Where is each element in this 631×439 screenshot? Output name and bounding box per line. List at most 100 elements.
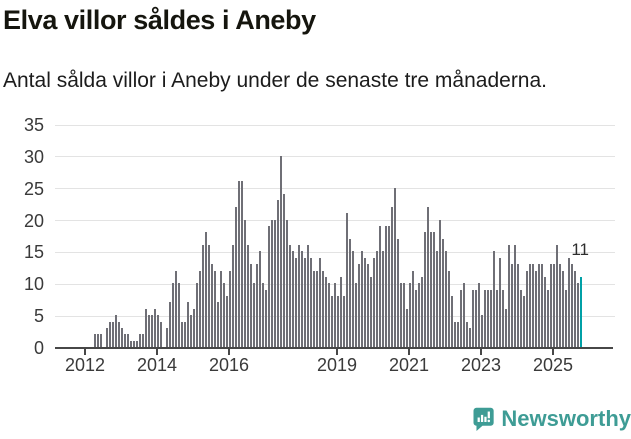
bar	[472, 289, 475, 347]
bar	[169, 302, 172, 347]
bar	[370, 276, 373, 347]
bar	[430, 232, 433, 347]
bar	[151, 315, 154, 347]
bar	[145, 308, 148, 347]
bar	[253, 283, 256, 347]
bar	[490, 289, 493, 347]
bar	[406, 308, 409, 347]
bar	[280, 155, 283, 347]
bar	[166, 327, 169, 347]
bar	[478, 283, 481, 347]
bar	[115, 315, 118, 347]
bar	[343, 296, 346, 347]
bar	[559, 264, 562, 347]
bar	[553, 264, 556, 347]
bar	[322, 270, 325, 347]
bar	[484, 289, 487, 347]
bar	[334, 283, 337, 347]
bar	[403, 283, 406, 347]
bar	[418, 283, 421, 347]
bar	[439, 219, 442, 347]
highlighted-bar	[580, 276, 583, 347]
bar	[178, 283, 181, 347]
bar	[496, 289, 499, 347]
x-axis-tick-label: 2025	[532, 355, 574, 375]
page-title: Elva villor såldes i Aneby	[3, 5, 316, 35]
bar	[346, 213, 349, 347]
bar	[487, 289, 490, 347]
newsworthy-branding: Newsworthy	[472, 401, 631, 437]
bar	[325, 276, 328, 347]
bar	[421, 276, 424, 347]
bar	[172, 283, 175, 347]
bar	[187, 302, 190, 347]
bar	[547, 289, 550, 347]
bar	[520, 289, 523, 347]
bar	[139, 334, 142, 347]
bar	[508, 245, 511, 347]
bar	[157, 315, 160, 347]
bar	[574, 270, 577, 347]
bar	[100, 334, 103, 347]
bar	[277, 200, 280, 347]
bar	[436, 251, 439, 347]
bar	[196, 283, 199, 347]
x-axis-tick-mark	[552, 349, 554, 355]
bar	[232, 245, 235, 347]
bar	[541, 264, 544, 347]
bar	[214, 270, 217, 347]
x-axis-tick-label: 2023	[460, 355, 502, 375]
bar	[382, 251, 385, 347]
bar	[181, 321, 184, 347]
bar	[304, 257, 307, 347]
bar	[226, 296, 229, 347]
bar	[544, 276, 547, 347]
y-axis-tick-label: 35	[23, 115, 44, 135]
bar	[535, 270, 538, 347]
bar	[136, 340, 139, 347]
bar	[274, 219, 277, 347]
bar	[526, 270, 529, 347]
bar	[445, 251, 448, 347]
bar	[175, 270, 178, 347]
x-axis-tick-label: 2012	[64, 355, 106, 375]
gridline	[55, 188, 615, 190]
x-axis-tick-mark	[480, 349, 482, 355]
bar	[571, 264, 574, 347]
bar	[97, 334, 100, 347]
bar	[565, 289, 568, 347]
bar	[316, 270, 319, 347]
bar	[373, 257, 376, 347]
bar	[376, 251, 379, 347]
y-axis-tick-label: 30	[23, 146, 44, 167]
bar	[184, 321, 187, 347]
x-axis-tick-mark	[84, 349, 86, 355]
bar	[499, 257, 502, 347]
bar	[202, 245, 205, 347]
y-axis-tick-label: 20	[23, 210, 44, 231]
bar	[391, 206, 394, 347]
bar	[292, 251, 295, 347]
bar	[475, 289, 478, 347]
bar	[523, 296, 526, 347]
bar	[118, 321, 121, 347]
bar	[142, 334, 145, 347]
bar	[127, 334, 130, 347]
bar	[235, 206, 238, 347]
bar	[256, 264, 259, 347]
bar	[358, 264, 361, 347]
bar	[433, 232, 436, 347]
bar	[271, 219, 274, 347]
bar	[385, 225, 388, 347]
bar	[331, 296, 334, 347]
bar	[199, 270, 202, 347]
bar	[124, 334, 127, 347]
bar	[442, 238, 445, 347]
bar	[130, 340, 133, 347]
bar	[568, 257, 571, 347]
bar	[193, 308, 196, 347]
bar	[397, 238, 400, 347]
x-axis-tick-mark	[336, 349, 338, 355]
brand-name: Newsworthy	[501, 406, 631, 431]
bar	[121, 327, 124, 347]
